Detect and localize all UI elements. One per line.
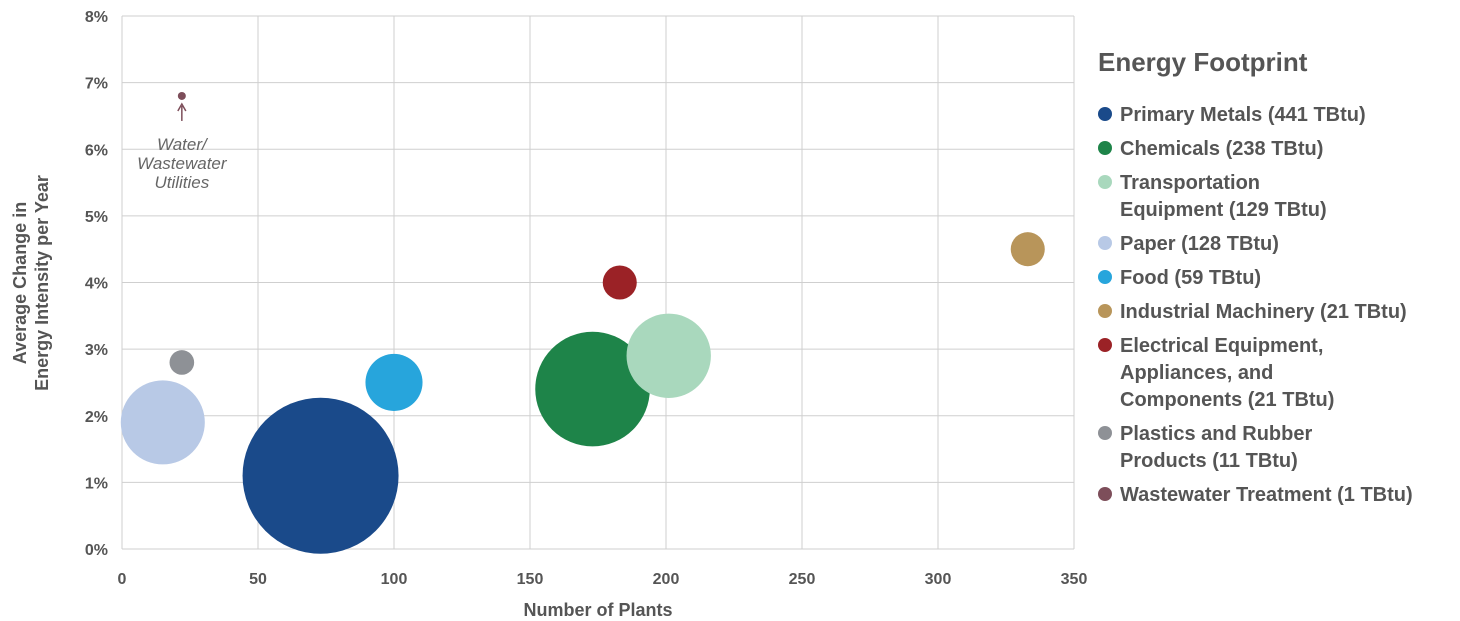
bubble bbox=[535, 331, 650, 447]
y-axis-title: Average Change in Energy Intensity per Ye… bbox=[10, 175, 52, 391]
legend-marker bbox=[1098, 304, 1112, 318]
bubble bbox=[242, 397, 399, 554]
annotation-label: Water/ bbox=[157, 135, 209, 154]
legend-entry: Equipment (129 TBtu) bbox=[1120, 199, 1327, 221]
legend-title: Energy Footprint bbox=[1098, 47, 1308, 77]
bubble bbox=[626, 313, 711, 398]
x-tick-label: 0 bbox=[118, 571, 127, 588]
legend-entry: Plastics and Rubber bbox=[1120, 423, 1312, 445]
legend-marker bbox=[1098, 236, 1112, 250]
x-tick-labels: 0 50 100 150 200 250 300 350 bbox=[118, 571, 1088, 588]
y-axis-title-line: Average Change in bbox=[10, 202, 30, 364]
bubble bbox=[365, 353, 423, 411]
y-tick-label: 0% bbox=[85, 542, 108, 559]
x-tick-label: 350 bbox=[1061, 571, 1088, 588]
legend-marker bbox=[1098, 141, 1112, 155]
legend-entry: Industrial Machinery (21 TBtu) bbox=[1120, 301, 1407, 323]
y-axis-title-text: Average Change in Energy Intensity per Ye… bbox=[10, 175, 52, 391]
x-tick-label: 150 bbox=[517, 571, 544, 588]
bubble bbox=[120, 380, 205, 465]
legend-marker bbox=[1098, 270, 1112, 284]
legend-entry: Wastewater Treatment (1 TBtu) bbox=[1120, 484, 1413, 506]
bubble bbox=[602, 265, 637, 300]
y-tick-labels: 0% 1% 2% 3% 4% 5% 6% 7% 8% bbox=[85, 9, 108, 559]
annotation-label: Utilities bbox=[154, 173, 209, 192]
x-tick-label: 250 bbox=[789, 571, 816, 588]
legend-entry: Food (59 TBtu) bbox=[1120, 267, 1261, 289]
annotation-label: Wastewater bbox=[137, 154, 228, 173]
y-tick-label: 8% bbox=[85, 9, 108, 26]
bubble bbox=[177, 91, 186, 100]
legend-entry: Primary Metals (441 TBtu) bbox=[1120, 104, 1366, 126]
y-tick-label: 4% bbox=[85, 276, 108, 293]
legend-entry: Electrical Equipment, bbox=[1120, 335, 1323, 357]
legend-marker bbox=[1098, 107, 1112, 121]
x-tick-label: 100 bbox=[381, 571, 408, 588]
y-tick-label: 2% bbox=[85, 409, 108, 426]
annotation-arrow-head bbox=[177, 102, 187, 112]
legend-entry: Products (11 TBtu) bbox=[1120, 450, 1298, 472]
bubble bbox=[1010, 232, 1045, 267]
y-tick-label: 1% bbox=[85, 475, 108, 492]
x-tick-label: 200 bbox=[653, 571, 680, 588]
legend-entry: Chemicals (238 TBtu) bbox=[1120, 138, 1323, 160]
legend-marker bbox=[1098, 338, 1112, 352]
legend-entry: Transportation bbox=[1120, 172, 1260, 194]
bubbles bbox=[120, 91, 1045, 554]
y-tick-label: 7% bbox=[85, 76, 108, 93]
legend-entry: Appliances, and bbox=[1120, 362, 1273, 384]
legend: Primary Metals (441 TBtu) Chemicals (238 … bbox=[1098, 104, 1413, 506]
legend-marker bbox=[1098, 175, 1112, 189]
legend-entry: Paper (128 TBtu) bbox=[1120, 233, 1279, 255]
bubble bbox=[169, 350, 195, 375]
y-tick-label: 3% bbox=[85, 342, 108, 359]
y-tick-label: 6% bbox=[85, 142, 108, 159]
legend-entry: Components (21 TBtu) bbox=[1120, 389, 1334, 411]
legend-marker bbox=[1098, 487, 1112, 501]
y-tick-label: 5% bbox=[85, 209, 108, 226]
x-axis-title: Number of Plants bbox=[523, 600, 672, 620]
x-tick-label: 300 bbox=[925, 571, 952, 588]
legend-marker bbox=[1098, 426, 1112, 440]
y-axis-title-line: Energy Intensity per Year bbox=[32, 175, 52, 391]
x-tick-label: 50 bbox=[249, 571, 267, 588]
